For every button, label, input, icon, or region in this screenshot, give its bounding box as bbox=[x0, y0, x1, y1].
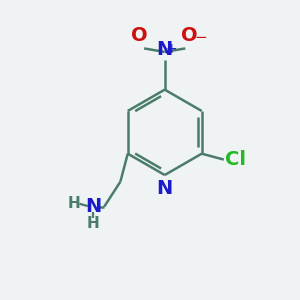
Text: N: N bbox=[157, 179, 173, 198]
Text: −: − bbox=[194, 30, 207, 45]
Text: H: H bbox=[87, 216, 99, 231]
Text: N: N bbox=[85, 197, 101, 216]
Text: O: O bbox=[131, 26, 148, 46]
Text: Cl: Cl bbox=[225, 150, 246, 169]
Text: O: O bbox=[182, 26, 198, 46]
Text: +: + bbox=[165, 42, 177, 56]
Text: N: N bbox=[157, 40, 173, 59]
Text: H: H bbox=[68, 196, 81, 211]
